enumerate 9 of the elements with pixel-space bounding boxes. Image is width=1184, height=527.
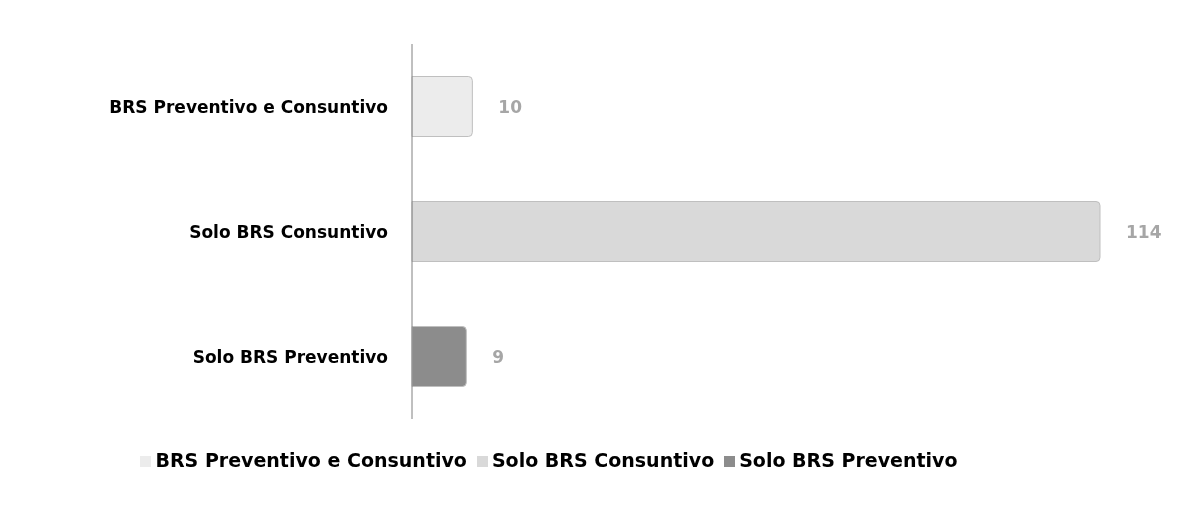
y-tick-label: Solo BRS Consuntivo [189,221,388,242]
data-label: 9 [492,346,505,367]
legend-label: BRS Preventivo e Consuntivo [155,449,467,471]
y-tick-label: Solo BRS Preventivo [192,346,388,367]
legend-label: Solo BRS Consuntivo [491,449,715,471]
data-label: 114 [1126,221,1162,242]
y-tick-label: BRS Preventivo e Consuntivo [109,96,388,117]
legend-label: Solo BRS Preventivo [739,449,958,471]
data-label: 10 [498,96,523,117]
